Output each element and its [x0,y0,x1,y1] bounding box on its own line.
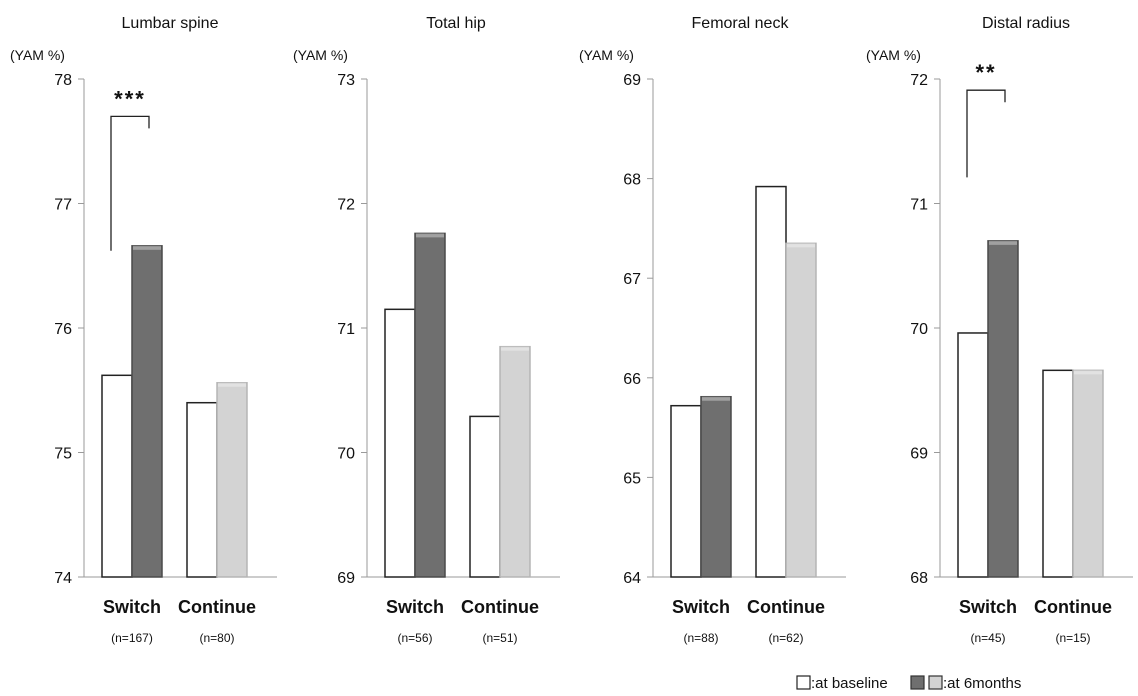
bar-baseline [469,415,501,578]
x-category-n-label: (n=167) [111,631,153,645]
y-tick-label: 64 [623,570,641,587]
y-tick-label: 71 [337,321,355,338]
bar-highlight [989,240,1017,245]
y-tick-label: 70 [337,446,355,463]
y-tick-label: 67 [623,271,641,288]
x-category-n-label: (n=45) [970,631,1005,645]
x-category-label: Switch [959,597,1017,617]
bar-highlight [1074,370,1102,375]
legend-label-6months: :at 6months [943,675,1021,691]
x-category-n-label: (n=56) [397,631,432,645]
x-category-label: Continue [747,597,825,617]
y-tick-label: 76 [54,321,72,338]
bar-baseline [101,374,133,578]
bar-baseline [384,308,416,578]
bar-highlight [416,233,444,238]
y-tick-label: 73 [337,72,355,89]
bar-baseline [1042,369,1074,578]
x-category-n-label: (n=62) [768,631,803,645]
chart-title: Distal radius [982,15,1070,32]
bar-highlight [501,346,529,351]
y-tick-label: 75 [54,446,72,463]
bar-6months [785,242,817,578]
x-category-n-label: (n=88) [683,631,718,645]
bar-baseline [755,185,787,578]
significance-label: ** [975,60,996,85]
legend-swatch-6months-continue [928,675,943,690]
bar-baseline [186,401,218,578]
y-axis-unit-label: (YAM %) [10,47,65,63]
bar-baseline [670,404,702,578]
bar-highlight [787,243,815,248]
y-tick-label: 66 [623,371,641,388]
legend-label-baseline: :at baseline [811,675,888,691]
bar-highlight [133,245,161,250]
bar-baseline [957,332,989,578]
significance-bracket [110,115,150,251]
y-axis-unit-label: (YAM %) [866,47,921,63]
x-category-n-label: (n=51) [482,631,517,645]
y-tick-label: 69 [910,446,928,463]
bar-6months [700,395,732,578]
y-tick-label: 78 [54,72,72,89]
y-tick-label: 72 [910,72,928,89]
y-tick-label: 70 [910,321,928,338]
y-tick-label: 65 [623,470,641,487]
chart-title: Femoral neck [692,15,790,32]
bar-6months [1072,369,1104,578]
legend-swatch-baseline [796,675,811,690]
x-category-label: Continue [461,597,539,617]
x-category-label: Continue [178,597,256,617]
chart-title: Total hip [426,15,486,32]
significance-label: *** [114,86,146,111]
y-tick-label: 68 [623,172,641,189]
legend-swatch-6months-switch [910,675,925,690]
x-category-label: Switch [103,597,161,617]
bar-6months [987,240,1019,578]
bar-6months [131,245,163,578]
significance-bracket [966,89,1006,178]
y-tick-label: 72 [337,197,355,214]
y-tick-label: 68 [910,570,928,587]
x-category-label: Continue [1034,597,1112,617]
x-category-n-label: (n=80) [199,631,234,645]
y-tick-label: 74 [54,570,72,587]
bar-6months [216,382,248,578]
bar-6months [414,232,446,578]
y-tick-label: 71 [910,197,928,214]
chart-title: Lumbar spine [122,15,219,32]
x-category-n-label: (n=15) [1055,631,1090,645]
x-category-label: Switch [672,597,730,617]
bar-highlight [218,382,246,387]
y-tick-label: 77 [54,197,72,214]
y-axis-unit-label: (YAM %) [293,47,348,63]
bar-6months [499,345,531,578]
x-category-label: Switch [386,597,444,617]
bar-highlight [702,396,730,401]
y-tick-label: 69 [623,72,641,89]
y-axis-unit-label: (YAM %) [579,47,634,63]
y-tick-label: 69 [337,570,355,587]
